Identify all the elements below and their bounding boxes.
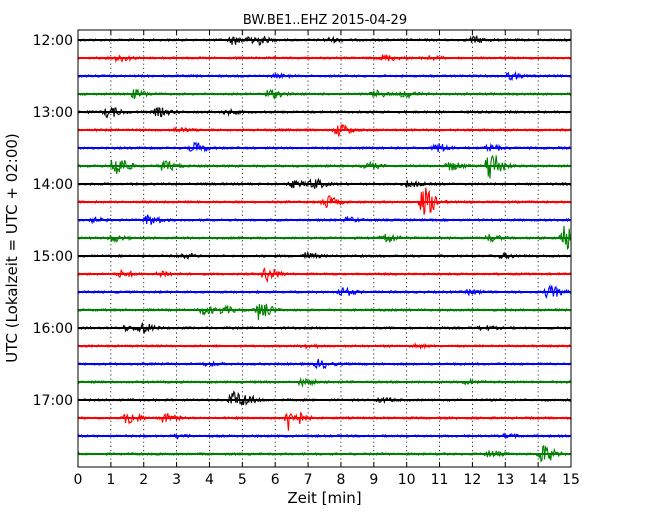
x-tick-label: 3 bbox=[172, 472, 181, 488]
x-tick-label: 2 bbox=[139, 472, 148, 488]
x-tick-label: 9 bbox=[369, 472, 378, 488]
trace-line bbox=[77, 411, 572, 431]
x-tick-label: 7 bbox=[304, 472, 313, 488]
x-tick-label: 1 bbox=[106, 472, 115, 488]
y-tick-label: 14:00 bbox=[33, 177, 73, 193]
seismic-traces bbox=[77, 34, 572, 463]
plot-frame bbox=[77, 29, 572, 468]
x-tick-label: 0 bbox=[74, 472, 83, 488]
y-tick-label: 16:00 bbox=[33, 321, 73, 337]
x-tick-label: 15 bbox=[562, 472, 580, 488]
x-tick-label: 10 bbox=[398, 472, 416, 488]
x-tick-label: 8 bbox=[336, 472, 345, 488]
gridlines bbox=[110, 30, 539, 467]
trace-line bbox=[77, 390, 572, 406]
trace-line bbox=[77, 303, 572, 320]
x-tick-label: 5 bbox=[238, 472, 247, 488]
x-tick-label: 6 bbox=[271, 472, 280, 488]
chart-title: BW.BE1..EHZ 2015-04-29 bbox=[243, 13, 407, 28]
y-axis-label: UTC (Lokalzeit = UTC + 02:00) bbox=[3, 133, 21, 363]
axis-ticks: 0 1 2 3 4 5 6 7 8 9 10 11 12 13 14 1512:0013:0014:0015:… bbox=[33, 30, 580, 488]
y-tick-label: 17:00 bbox=[33, 393, 73, 409]
x-tick-label: 4 bbox=[205, 472, 214, 488]
y-tick-label: 15:00 bbox=[33, 249, 73, 265]
y-tick-label: 13:00 bbox=[33, 105, 73, 121]
x-tick-label: 11 bbox=[431, 472, 449, 488]
x-tick-label: 14 bbox=[529, 472, 547, 488]
x-axis-label: Zeit [min] bbox=[287, 489, 361, 507]
x-tick-label: 12 bbox=[463, 472, 481, 488]
trace-line bbox=[77, 154, 572, 179]
x-tick-label: 13 bbox=[496, 472, 514, 488]
y-tick-label: 12:00 bbox=[33, 33, 73, 49]
